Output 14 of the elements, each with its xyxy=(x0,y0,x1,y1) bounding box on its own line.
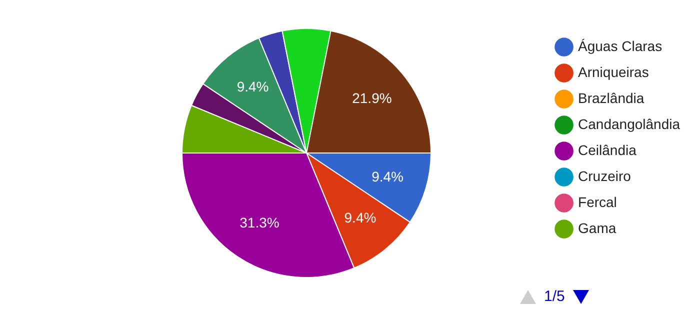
legend-label: Gama xyxy=(578,220,616,236)
legend-label: Cruzeiro xyxy=(578,168,632,184)
data-label: 21.9% xyxy=(352,90,392,106)
legend-label: Brazlândia xyxy=(578,90,644,106)
text: 1/5 xyxy=(544,288,565,305)
data-label: 31.3% xyxy=(240,214,280,230)
data-label: 9.4% xyxy=(372,168,404,184)
legend-label: Águas Claras xyxy=(578,38,662,54)
data-label: 9.4% xyxy=(344,209,376,226)
legend-label: Candangolândia xyxy=(578,116,680,132)
legend-label: Ceilândia xyxy=(578,142,637,158)
data-label: 9.4% xyxy=(236,78,269,94)
legend-label: Fercal xyxy=(578,194,617,210)
legend-label: Arniqueiras xyxy=(578,64,649,80)
